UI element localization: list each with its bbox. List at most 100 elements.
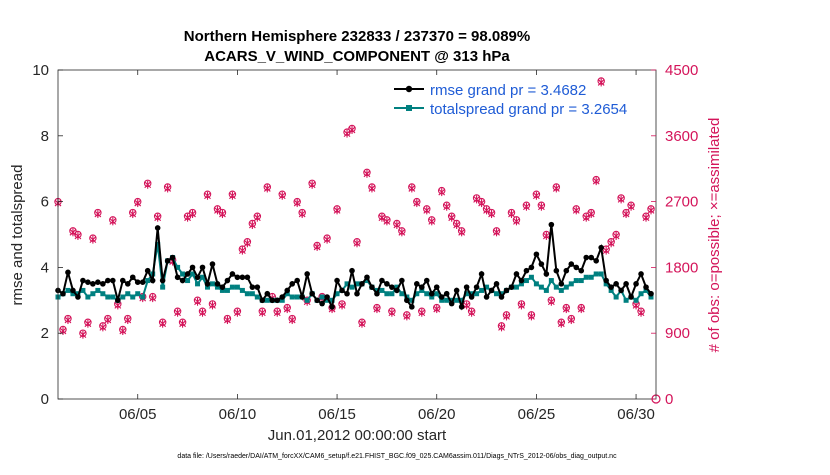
totalspread-point xyxy=(145,278,151,284)
obs-assimilated-point xyxy=(184,213,191,222)
obs-assimilated-point xyxy=(483,206,490,215)
totalspread-point xyxy=(224,287,230,293)
totalspread-point xyxy=(454,297,460,303)
rmse-line xyxy=(57,224,652,311)
y-right-tick-label: 0 xyxy=(665,391,673,408)
totalspread-point xyxy=(354,281,360,287)
rmse-point xyxy=(244,274,251,281)
obs-assimilated-point xyxy=(453,220,461,229)
totalspread-point xyxy=(175,264,181,270)
obs-assimilated-point xyxy=(627,202,635,211)
obs-assimilated-point xyxy=(438,188,446,197)
obs-assimilated-point xyxy=(458,228,466,237)
obs-assimilated-point xyxy=(493,228,500,237)
obs-assimilated-point xyxy=(348,125,356,134)
rmse-point xyxy=(384,281,390,287)
obs-assimilated-point xyxy=(433,305,441,314)
rmse-point xyxy=(309,290,315,297)
rmse-point xyxy=(374,290,380,297)
rmse-point xyxy=(70,287,76,294)
totalspread-point xyxy=(608,287,614,293)
totalspread-point xyxy=(364,278,370,284)
totalspread-point xyxy=(279,297,285,303)
obs-assimilated-point xyxy=(159,319,167,328)
totalspread-point xyxy=(573,278,579,284)
rmse-point xyxy=(518,277,525,284)
totalspread-point xyxy=(424,291,430,297)
obs-assimilated-point xyxy=(253,213,261,222)
totalspread-point xyxy=(234,284,240,290)
obs-assimilated-point xyxy=(607,239,615,248)
obs-assimilated-point xyxy=(119,327,127,336)
rmse-point xyxy=(214,281,221,287)
rmse-point xyxy=(134,279,141,286)
rmse-point xyxy=(478,271,485,277)
rmse-point xyxy=(389,284,395,290)
rmse-point xyxy=(189,264,196,271)
rmse-point xyxy=(613,281,619,287)
obs-assimilated-point xyxy=(418,308,426,317)
obs-assimilated-point xyxy=(587,210,595,219)
rmse-point xyxy=(154,225,161,231)
rmse-point xyxy=(394,287,400,294)
rmse-point xyxy=(90,281,96,287)
rmse-point xyxy=(558,281,565,287)
rmse-point xyxy=(179,277,186,284)
rmse-point xyxy=(329,304,335,310)
obs-assimilated-point xyxy=(243,239,251,248)
totalspread-point xyxy=(130,294,136,300)
rmse-point xyxy=(174,274,181,281)
rmse-point xyxy=(110,277,116,284)
plot-area xyxy=(58,70,656,399)
totalspread-point xyxy=(434,291,440,297)
rmse-point xyxy=(105,277,111,284)
rmse-point xyxy=(633,281,639,287)
obs-assimilated-point xyxy=(468,308,476,317)
x-tick-label: 06/30 xyxy=(617,406,655,423)
obs-assimilated-point xyxy=(557,319,565,328)
totalspread-point xyxy=(648,294,654,300)
y-axis-right-label: # of obs: o=possible; ×=assimilated xyxy=(706,118,723,353)
totalspread-point xyxy=(563,284,569,290)
totalspread-point xyxy=(474,291,480,297)
totalspread-point xyxy=(85,294,91,300)
totalspread-point xyxy=(180,271,186,277)
obs-assimilated-point xyxy=(642,213,650,222)
obs-assimilated-point xyxy=(363,169,371,178)
obs-assimilated-point xyxy=(293,199,301,208)
obs-assimilated-point xyxy=(358,319,366,328)
rmse-point xyxy=(219,284,226,290)
obs-assimilated-point xyxy=(104,316,112,325)
rmse-point xyxy=(224,277,231,284)
obs-assimilated-point xyxy=(94,210,102,219)
rmse-point xyxy=(563,267,570,274)
rmse-point xyxy=(274,297,281,304)
rmse-point xyxy=(369,284,375,290)
totalspread-point xyxy=(399,291,405,297)
totalspread-point xyxy=(344,281,350,287)
obs-assimilated-point xyxy=(248,220,256,229)
totalspread-point xyxy=(548,278,554,284)
rmse-point xyxy=(239,274,246,281)
rmse-point xyxy=(80,277,86,284)
rmse-point xyxy=(418,284,425,290)
obs-assimilated-point xyxy=(99,323,107,332)
totalspread-point xyxy=(155,241,161,247)
rmse-point xyxy=(359,281,365,287)
obs-assimilated-point xyxy=(577,305,585,314)
totalspread-point xyxy=(200,274,206,280)
totalspread-point xyxy=(449,297,455,303)
totalspread-point xyxy=(444,297,450,303)
obs-assimilated-point xyxy=(393,220,401,229)
legend-rmse-marker xyxy=(405,85,413,93)
rmse-point xyxy=(314,297,320,304)
rmse-point xyxy=(75,294,81,300)
y-right-tick-label: 900 xyxy=(665,325,690,342)
totalspread-point xyxy=(439,297,445,303)
rmse-point xyxy=(169,254,176,261)
totalspread-point xyxy=(264,297,270,303)
totalspread-point xyxy=(523,278,529,284)
totalspread-point xyxy=(394,284,400,290)
totalspread-point xyxy=(185,278,191,284)
y-tick-label: 8 xyxy=(41,128,49,145)
